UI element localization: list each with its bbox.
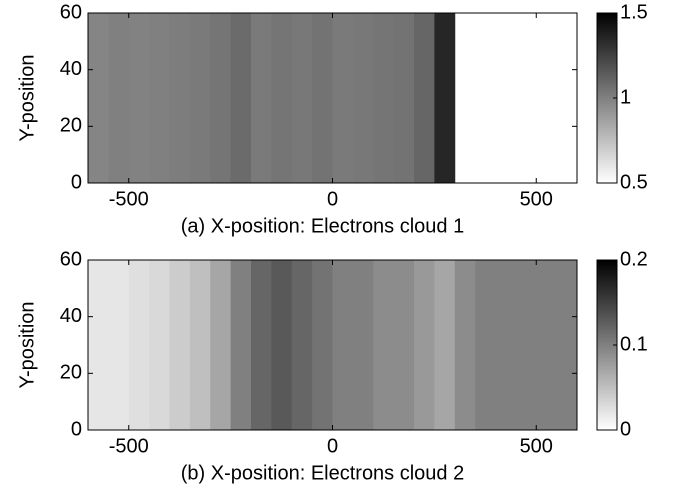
heat-cell (169, 260, 191, 430)
x-tick-label: -500 (109, 188, 149, 210)
heat-cell (189, 260, 211, 430)
heat-cell (332, 13, 354, 183)
heat-cell (373, 260, 395, 430)
y-tick-label: 0 (71, 418, 82, 440)
heat-cell (271, 260, 293, 430)
colorbar-tick-label: 0.1 (620, 333, 648, 355)
heat-cell (108, 13, 130, 183)
heat-cell (210, 260, 232, 430)
x-axis-label: (a) X-position: Electrons cloud 1 (181, 215, 464, 237)
colorbar-tick-label: 1.5 (620, 1, 648, 23)
heat-cell (88, 260, 109, 430)
heat-cell (128, 260, 150, 430)
heat-cell (454, 260, 476, 430)
heat-cell (352, 13, 374, 183)
heat-cell (251, 13, 272, 183)
y-tick-label: 40 (60, 305, 82, 327)
heat-cell (189, 13, 211, 183)
heat-cell (414, 260, 435, 430)
colorbar-tick-label: 0.2 (620, 248, 648, 270)
heat-cell (149, 260, 170, 430)
heat-cell (230, 13, 252, 183)
x-tick-label: 0 (327, 188, 338, 210)
heat-cell (88, 13, 109, 183)
y-tick-label: 60 (60, 248, 82, 270)
y-tick-label: 40 (60, 58, 82, 80)
heat-cell (393, 260, 415, 430)
x-tick-label: 500 (520, 435, 553, 457)
x-tick-label: 0 (327, 435, 338, 457)
heat-cell (414, 13, 435, 183)
heat-cell (434, 260, 456, 430)
heat-cell (434, 13, 456, 183)
heat-cell (312, 13, 333, 183)
heat-cell (312, 260, 333, 430)
colorbar-tick-label: 0 (620, 418, 631, 440)
heat-cell (352, 260, 374, 430)
y-tick-label: 60 (60, 1, 82, 23)
heat-cell (393, 13, 415, 183)
heat-cell (475, 260, 496, 430)
heat-cell (291, 260, 313, 430)
x-tick-label: 500 (520, 188, 553, 210)
x-axis-label: (b) X-position: Electrons cloud 2 (181, 462, 464, 484)
y-axis-label: Y-position (16, 54, 38, 141)
heat-cell (149, 13, 170, 183)
x-tick-label: -500 (109, 435, 149, 457)
heat-cell (515, 260, 537, 430)
heat-cell (271, 13, 293, 183)
y-tick-label: 20 (60, 115, 82, 137)
heat-cell (373, 13, 395, 183)
heat-cell (230, 260, 252, 430)
heat-cell (556, 260, 578, 430)
colorbar-tick-label: 0.5 (620, 171, 648, 193)
heat-cell (332, 260, 354, 430)
heat-cell (128, 13, 150, 183)
heat-cell (169, 13, 191, 183)
heat-cell (536, 260, 558, 430)
heat-cell (108, 260, 130, 430)
y-axis-label: Y-position (16, 301, 38, 388)
heat-cell (251, 260, 272, 430)
y-tick-label: 20 (60, 362, 82, 384)
y-tick-label: 0 (71, 171, 82, 193)
heat-cell (291, 13, 313, 183)
heat-cell (495, 260, 517, 430)
heat-cell (210, 13, 232, 183)
colorbar-tick-label: 1 (620, 86, 631, 108)
